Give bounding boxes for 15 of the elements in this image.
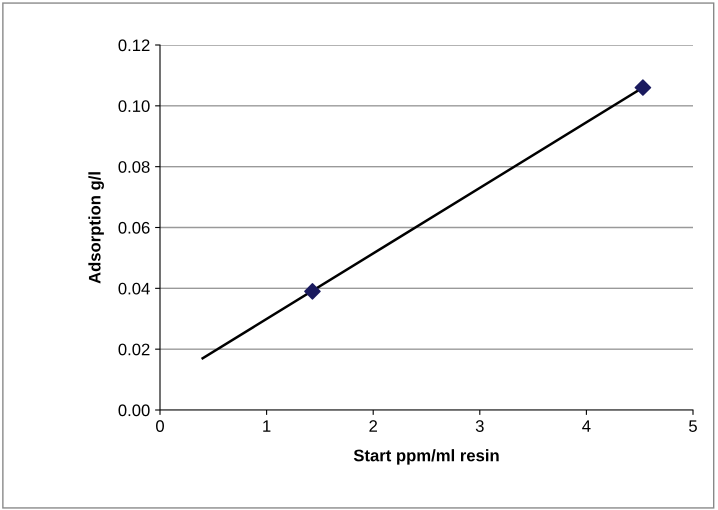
x-tick-label: 2 bbox=[369, 420, 377, 432]
y-tick-label: 0.10 bbox=[118, 100, 150, 112]
y-axis-title: Adsorption g/l bbox=[88, 172, 104, 284]
y-tick-label: 0.02 bbox=[118, 344, 150, 356]
x-tick-label: 3 bbox=[476, 420, 484, 432]
y-tick-label: 0.08 bbox=[118, 161, 150, 173]
y-tick-label: 0.06 bbox=[118, 222, 150, 234]
x-tick-label: 5 bbox=[689, 420, 697, 432]
x-tick-label: 1 bbox=[263, 420, 270, 432]
x-tick-label: 4 bbox=[582, 420, 591, 432]
y-tick-label: 0.12 bbox=[118, 39, 150, 52]
x-tick-label: 0 bbox=[156, 420, 164, 432]
y-tick-label: 0.04 bbox=[118, 282, 150, 295]
x-axis-title: Start ppm/ml resin bbox=[354, 449, 499, 465]
y-tick-label: 0.00 bbox=[118, 404, 150, 416]
